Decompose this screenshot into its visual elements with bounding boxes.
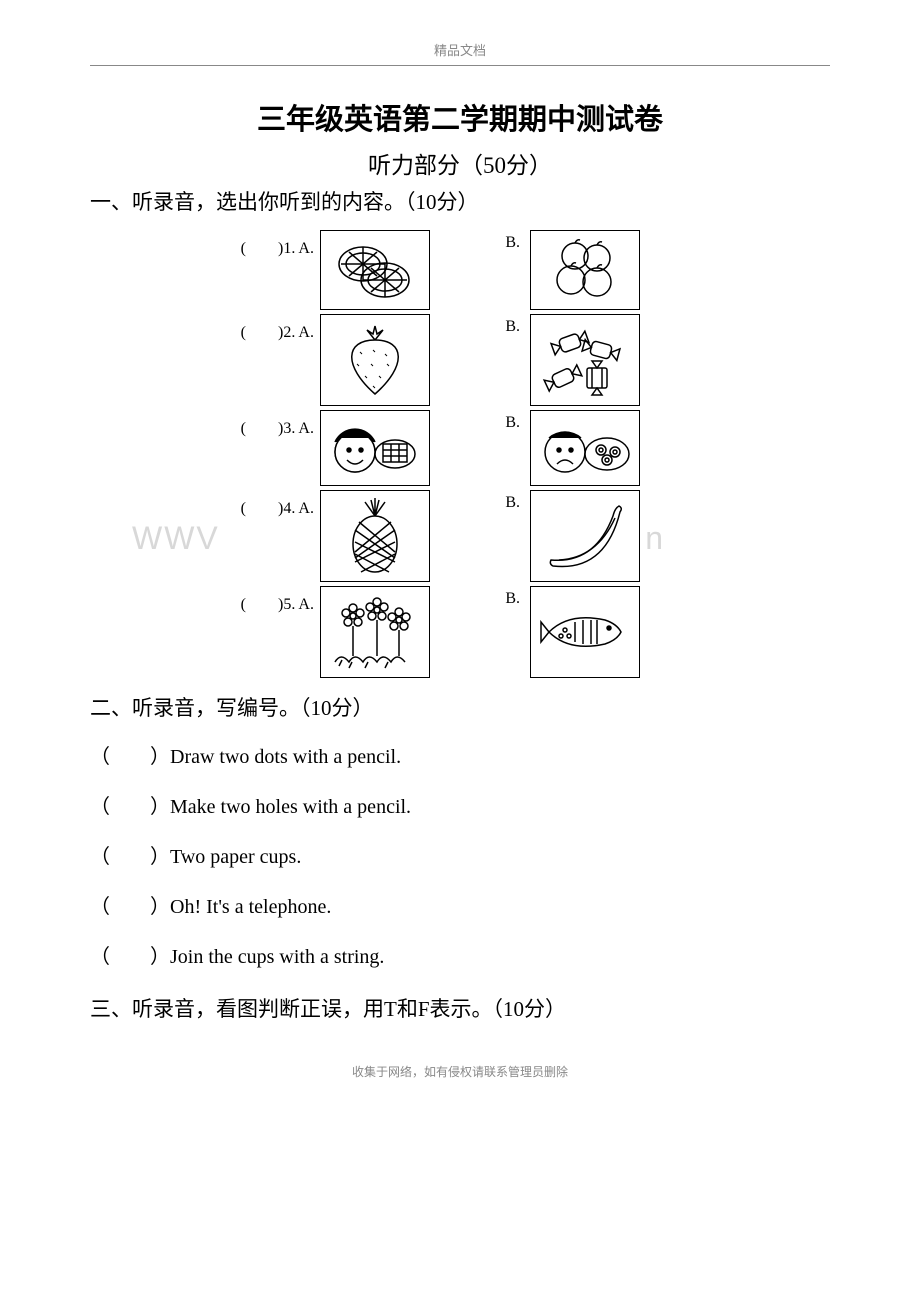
orange-slices-icon: [325, 234, 425, 306]
option-b-image-box: [530, 586, 640, 678]
document-subtitle: 听力部分（50分）: [90, 146, 830, 180]
strawberry-icon: [325, 318, 425, 402]
question-row: ( )2. A. B.: [200, 314, 720, 406]
section-3-heading: 三、听录音，看图判断正误，用T和F表示。（10分）: [90, 993, 830, 1027]
face-sad-coins-icon: [535, 414, 635, 482]
question-row: ( )3. A.: [200, 410, 720, 486]
document-title: 三年级英语第二学期期中测试卷: [90, 96, 830, 138]
document-page: 精品文档 三年级英语第二学期期中测试卷 听力部分（50分） 一、听录音，选出你听…: [0, 0, 920, 1110]
face-happy-chocolate-icon: [325, 414, 425, 482]
option-b-image-box: [530, 490, 640, 582]
section-2-heading: 二、听录音，写编号。（10分）: [90, 692, 830, 726]
option-b-image-box: [530, 230, 640, 310]
footer-small-label: 收集于网络，如有侵权请联系管理员删除: [90, 1063, 830, 1080]
list-item: （ ）Make two holes with a pencil.: [90, 793, 830, 821]
list-item: （ ）Draw two dots with a pencil.: [90, 743, 830, 771]
question-row: ( )5. A.: [200, 586, 720, 678]
flowers-icon: [325, 590, 425, 674]
question-table-section-1: ( )1. A. B.: [200, 230, 720, 678]
pineapple-icon: [325, 494, 425, 578]
option-a-image-box: [320, 586, 430, 678]
question-number: ( )4. A.: [200, 490, 320, 518]
option-b-label: B.: [430, 410, 530, 432]
section-2-list: （ ）Draw two dots with a pencil. （ ）Make …: [90, 743, 830, 971]
option-b-label: B.: [430, 314, 530, 336]
list-item: （ ）Two paper cups.: [90, 843, 830, 871]
candies-icon: [535, 318, 635, 402]
question-number: ( )5. A.: [200, 586, 320, 614]
oranges-icon: [535, 234, 635, 306]
option-b-image-box: [530, 314, 640, 406]
question-number: ( )2. A.: [200, 314, 320, 342]
banana-icon: [535, 494, 635, 578]
question-number: ( )3. A.: [200, 410, 320, 438]
question-row: WWV in.co . n ( )4. A. B.: [200, 490, 720, 582]
option-b-label: B.: [430, 230, 530, 252]
option-a-image-box: [320, 230, 430, 310]
option-b-image-box: [530, 410, 640, 486]
option-b-label: B.: [430, 586, 530, 608]
option-a-image-box: [320, 410, 430, 486]
fish-icon: [535, 590, 635, 674]
question-row: ( )1. A. B.: [200, 230, 720, 310]
header-small-label: 精品文档: [90, 40, 830, 66]
section-1-heading: 一、听录音，选出你听到的内容。（10分）: [90, 186, 830, 220]
watermark-left: WWV: [132, 520, 220, 557]
option-a-image-box: [320, 314, 430, 406]
option-b-label: B.: [430, 490, 530, 512]
option-a-image-box: [320, 490, 430, 582]
question-number: ( )1. A.: [200, 230, 320, 258]
list-item: （ ）Join the cups with a string.: [90, 943, 830, 971]
list-item: （ ）Oh! It's a telephone.: [90, 893, 830, 921]
